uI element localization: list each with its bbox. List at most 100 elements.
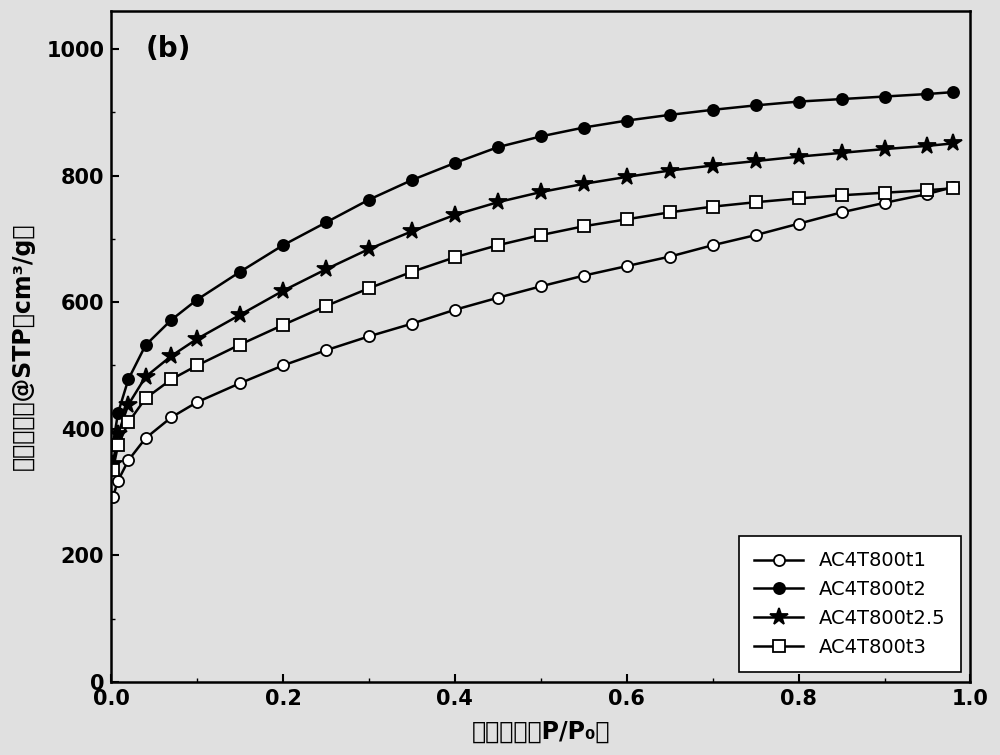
AC4T800t3 xyxy=(165,374,177,384)
Line: AC4T800t2: AC4T800t2 xyxy=(107,87,959,450)
AC4T800t2 xyxy=(921,90,933,99)
AC4T800t2.5 xyxy=(363,245,375,254)
AC4T800t2 xyxy=(277,241,289,250)
AC4T800t1 xyxy=(492,293,504,302)
AC4T800t2.5 xyxy=(947,139,959,148)
AC4T800t1 xyxy=(406,319,418,328)
AC4T800t1 xyxy=(191,398,203,407)
AC4T800t2.5 xyxy=(921,141,933,150)
AC4T800t2 xyxy=(112,408,124,418)
AC4T800t2 xyxy=(406,175,418,184)
AC4T800t3 xyxy=(449,253,461,262)
AC4T800t2.5 xyxy=(320,265,332,274)
Text: (b): (b) xyxy=(146,35,191,63)
AC4T800t3 xyxy=(107,465,119,474)
AC4T800t2 xyxy=(664,110,676,119)
AC4T800t1 xyxy=(140,433,152,442)
Line: AC4T800t3: AC4T800t3 xyxy=(107,183,959,476)
AC4T800t3 xyxy=(191,361,203,370)
AC4T800t2.5 xyxy=(234,310,246,319)
AC4T800t2 xyxy=(621,116,633,125)
AC4T800t3 xyxy=(112,441,124,450)
AC4T800t2.5 xyxy=(122,400,134,409)
AC4T800t3 xyxy=(320,301,332,310)
AC4T800t2.5 xyxy=(750,156,762,165)
AC4T800t1 xyxy=(165,413,177,422)
AC4T800t2 xyxy=(879,92,891,101)
AC4T800t3 xyxy=(277,320,289,329)
AC4T800t2.5 xyxy=(112,430,124,439)
AC4T800t3 xyxy=(234,340,246,349)
AC4T800t2 xyxy=(750,101,762,110)
AC4T800t3 xyxy=(664,208,676,217)
AC4T800t2 xyxy=(165,316,177,325)
AC4T800t1 xyxy=(921,190,933,199)
AC4T800t1 xyxy=(836,208,848,217)
AC4T800t3 xyxy=(947,183,959,193)
AC4T800t3 xyxy=(406,267,418,276)
AC4T800t2 xyxy=(492,143,504,152)
AC4T800t1 xyxy=(234,379,246,388)
AC4T800t3 xyxy=(921,186,933,195)
AC4T800t1 xyxy=(107,492,119,501)
AC4T800t1 xyxy=(449,305,461,314)
AC4T800t2 xyxy=(140,341,152,350)
AC4T800t3 xyxy=(621,214,633,223)
AC4T800t3 xyxy=(879,188,891,197)
AC4T800t2.5 xyxy=(277,286,289,295)
AC4T800t2 xyxy=(836,94,848,103)
AC4T800t2 xyxy=(363,195,375,204)
AC4T800t2 xyxy=(320,218,332,227)
AC4T800t2.5 xyxy=(793,152,805,161)
AC4T800t3 xyxy=(535,230,547,239)
AC4T800t2.5 xyxy=(707,161,719,170)
AC4T800t2.5 xyxy=(191,334,203,344)
AC4T800t2 xyxy=(122,374,134,384)
AC4T800t2.5 xyxy=(664,166,676,175)
AC4T800t1 xyxy=(793,219,805,228)
AC4T800t2.5 xyxy=(165,351,177,360)
AC4T800t2 xyxy=(234,267,246,276)
AC4T800t2.5 xyxy=(492,198,504,207)
Legend: AC4T800t1, AC4T800t2, AC4T800t2.5, AC4T800t3: AC4T800t1, AC4T800t2, AC4T800t2.5, AC4T8… xyxy=(739,536,961,672)
AC4T800t2 xyxy=(107,440,119,449)
AC4T800t2.5 xyxy=(535,187,547,196)
AC4T800t1 xyxy=(664,252,676,261)
AC4T800t2.5 xyxy=(836,148,848,157)
AC4T800t1 xyxy=(363,331,375,341)
AC4T800t2 xyxy=(793,97,805,106)
AC4T800t1 xyxy=(621,261,633,270)
Line: AC4T800t2.5: AC4T800t2.5 xyxy=(104,134,962,473)
AC4T800t2.5 xyxy=(406,226,418,236)
AC4T800t2.5 xyxy=(140,372,152,381)
Y-axis label: 氮氣吸附量@STP（cm³/g）: 氮氣吸附量@STP（cm³/g） xyxy=(11,223,35,470)
AC4T800t2.5 xyxy=(879,144,891,153)
AC4T800t3 xyxy=(122,418,134,427)
AC4T800t2.5 xyxy=(449,211,461,220)
AC4T800t3 xyxy=(836,191,848,200)
AC4T800t2.5 xyxy=(621,172,633,181)
AC4T800t3 xyxy=(578,222,590,231)
AC4T800t3 xyxy=(140,394,152,403)
AC4T800t2 xyxy=(449,159,461,168)
AC4T800t1 xyxy=(535,282,547,291)
AC4T800t1 xyxy=(112,476,124,485)
AC4T800t2 xyxy=(578,123,590,132)
AC4T800t2 xyxy=(535,132,547,141)
AC4T800t1 xyxy=(750,230,762,239)
AC4T800t2 xyxy=(947,88,959,97)
AC4T800t3 xyxy=(707,202,719,211)
AC4T800t1 xyxy=(122,456,134,465)
AC4T800t3 xyxy=(492,241,504,250)
AC4T800t3 xyxy=(793,194,805,203)
AC4T800t1 xyxy=(578,271,590,280)
AC4T800t1 xyxy=(320,346,332,355)
AC4T800t1 xyxy=(707,241,719,250)
AC4T800t3 xyxy=(750,198,762,207)
AC4T800t2.5 xyxy=(578,180,590,189)
X-axis label: 相對壓力（P/P₀）: 相對壓力（P/P₀） xyxy=(472,720,610,744)
AC4T800t1 xyxy=(947,183,959,192)
AC4T800t2.5 xyxy=(107,459,119,468)
Line: AC4T800t1: AC4T800t1 xyxy=(107,181,959,503)
AC4T800t2 xyxy=(191,295,203,304)
